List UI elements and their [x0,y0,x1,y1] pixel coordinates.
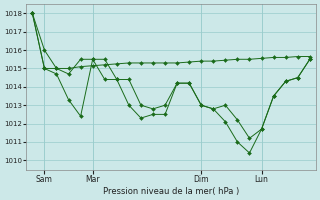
X-axis label: Pression niveau de la mer( hPa ): Pression niveau de la mer( hPa ) [103,187,239,196]
